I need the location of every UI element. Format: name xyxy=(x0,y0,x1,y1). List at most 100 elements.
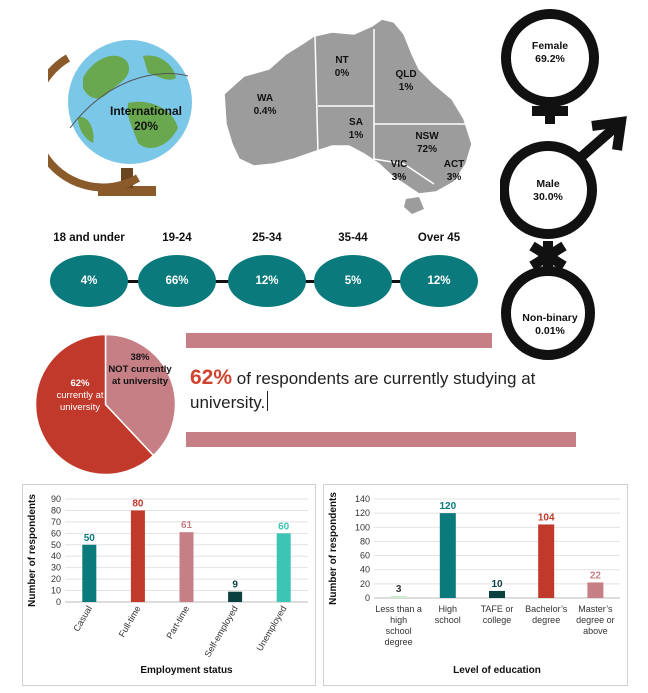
bar-data-label: 9 xyxy=(232,580,238,591)
y-tick-label: 50 xyxy=(51,540,61,550)
y-tick-label: 80 xyxy=(360,536,370,546)
y-tick-label: 20 xyxy=(51,574,61,584)
map-state-value: 1% xyxy=(348,130,364,141)
age-group-value: 12% xyxy=(228,255,306,307)
bar-data-label: 22 xyxy=(590,570,602,581)
bar-data-label: 50 xyxy=(84,533,96,544)
age-group-label: 35-44 xyxy=(338,232,368,244)
x-tick-label: Full-time xyxy=(117,604,143,639)
bottom-band xyxy=(186,432,576,447)
x-axis-label: Employment status xyxy=(140,665,233,676)
map-state-1: NT 0% xyxy=(322,54,362,80)
bar-data-label: 10 xyxy=(491,579,503,590)
bar-data-label: 80 xyxy=(132,498,144,509)
map-state-2: QLD 1% xyxy=(386,68,426,94)
map-state-name: SA xyxy=(349,117,363,128)
bar xyxy=(130,510,145,602)
y-tick-label: 0 xyxy=(56,597,61,607)
bar-data-label: 3 xyxy=(396,584,402,595)
map-state-name: NSW xyxy=(415,131,439,142)
map-state-name: WA xyxy=(256,93,274,104)
bar-data-label: 104 xyxy=(538,512,555,523)
map-state-3: SA 1% xyxy=(336,116,376,142)
map-state-value: 0.4% xyxy=(253,106,277,117)
top-band xyxy=(186,333,492,348)
pie-yes-pct: 62% xyxy=(70,378,90,389)
y-tick-label: 120 xyxy=(355,508,370,518)
age-group-value: 12% xyxy=(400,255,478,307)
bar xyxy=(276,533,291,602)
pie-slice xyxy=(34,333,155,476)
y-tick-label: 40 xyxy=(360,565,370,575)
y-tick-label: 30 xyxy=(51,563,61,573)
bar-data-label: 120 xyxy=(439,501,456,512)
gender-male-value: 30.0% xyxy=(533,191,563,203)
map-state-6: ACT 3% xyxy=(436,158,472,184)
map-state-name: ACT xyxy=(443,159,465,170)
gender-male: Male 30.0% xyxy=(506,178,590,204)
map-state-0: WA 0.4% xyxy=(240,92,290,118)
bar-data-label: 61 xyxy=(181,520,193,531)
y-tick-label: 0 xyxy=(365,593,370,603)
gender-female: Female 69.2% xyxy=(508,40,592,66)
study-text: of respondents are currently studying at… xyxy=(190,369,536,412)
pie-no-text: NOT currently at university xyxy=(108,364,172,387)
x-tick-label: TAFE or college xyxy=(481,604,514,625)
study-pie xyxy=(33,332,178,477)
age-group-value: 4% xyxy=(50,255,128,307)
international-text: International xyxy=(109,104,182,118)
bar xyxy=(489,590,505,598)
x-tick-label: Unemployed xyxy=(255,604,289,653)
pie-yes-text: currently at university xyxy=(56,390,104,413)
map-state-4: NSW 72% xyxy=(405,130,449,156)
gender-nonbinary-value: 0.01% xyxy=(535,325,565,337)
y-tick-label: 90 xyxy=(51,494,61,504)
map-state-value: 3% xyxy=(446,172,462,183)
employment-chart-box: 0 10 20 30 40 50 60 70 80 90 50 Casual 80 Full-time 61… xyxy=(22,484,316,686)
map-state-name: VIC xyxy=(390,159,408,170)
map-state-value: 0% xyxy=(334,68,350,79)
age-group-label: 25-34 xyxy=(252,232,282,244)
age-group-value: 66% xyxy=(138,255,216,307)
bar xyxy=(82,544,97,602)
y-tick-label: 20 xyxy=(360,579,370,589)
international-value: 20% xyxy=(133,119,159,133)
map-state-5: VIC 3% xyxy=(383,158,415,184)
gender-male-label: Male xyxy=(536,178,560,190)
bar-data-label: 60 xyxy=(278,521,290,532)
education-chart-box: 0 20 40 60 80 100 120 140 3 Less than a high school… xyxy=(323,484,628,686)
y-tick-label: 140 xyxy=(355,494,370,504)
bar xyxy=(538,524,555,598)
australia-map xyxy=(214,14,494,224)
bar xyxy=(228,591,243,602)
bar xyxy=(439,513,456,598)
gender-female-label: Female xyxy=(531,40,569,52)
age-group-label: Over 45 xyxy=(417,232,461,244)
pie-label-no: 38% NOT currently at university xyxy=(108,352,172,388)
gender-nonbinary-label: Non-binary xyxy=(522,312,578,324)
y-tick-label: 40 xyxy=(51,551,61,561)
map-state-value: 3% xyxy=(391,172,407,183)
y-tick-label: 60 xyxy=(51,528,61,538)
x-tick-label: Self-employed xyxy=(202,604,239,659)
y-axis-label: Number of respondents xyxy=(27,494,38,607)
study-statement: 62% of respondents are currently studyin… xyxy=(190,366,582,415)
x-axis-label: Level of education xyxy=(453,665,541,676)
gender-nonbinary: Non-binary 0.01% xyxy=(508,312,592,338)
text-cursor xyxy=(267,391,269,411)
y-tick-label: 80 xyxy=(51,505,61,515)
age-group-value: 5% xyxy=(314,255,392,307)
employment-chart: 010203040506070809050Casual80Full-time61… xyxy=(27,494,308,676)
pie-no-pct: 38% xyxy=(130,352,150,363)
x-tick-label: Part-time xyxy=(164,604,191,641)
y-tick-label: 70 xyxy=(51,517,61,527)
x-tick-label: Master’s degree or above xyxy=(576,604,615,636)
international-label: International 20% xyxy=(96,104,196,134)
bar xyxy=(390,595,407,598)
y-tick-label: 100 xyxy=(355,522,370,532)
x-tick-label: Less than a high school degree xyxy=(375,604,422,647)
study-pct: 62% xyxy=(190,366,233,389)
map-state-name: NT xyxy=(335,55,349,66)
gender-symbols xyxy=(499,8,648,368)
map-state-value: 72% xyxy=(416,144,437,155)
